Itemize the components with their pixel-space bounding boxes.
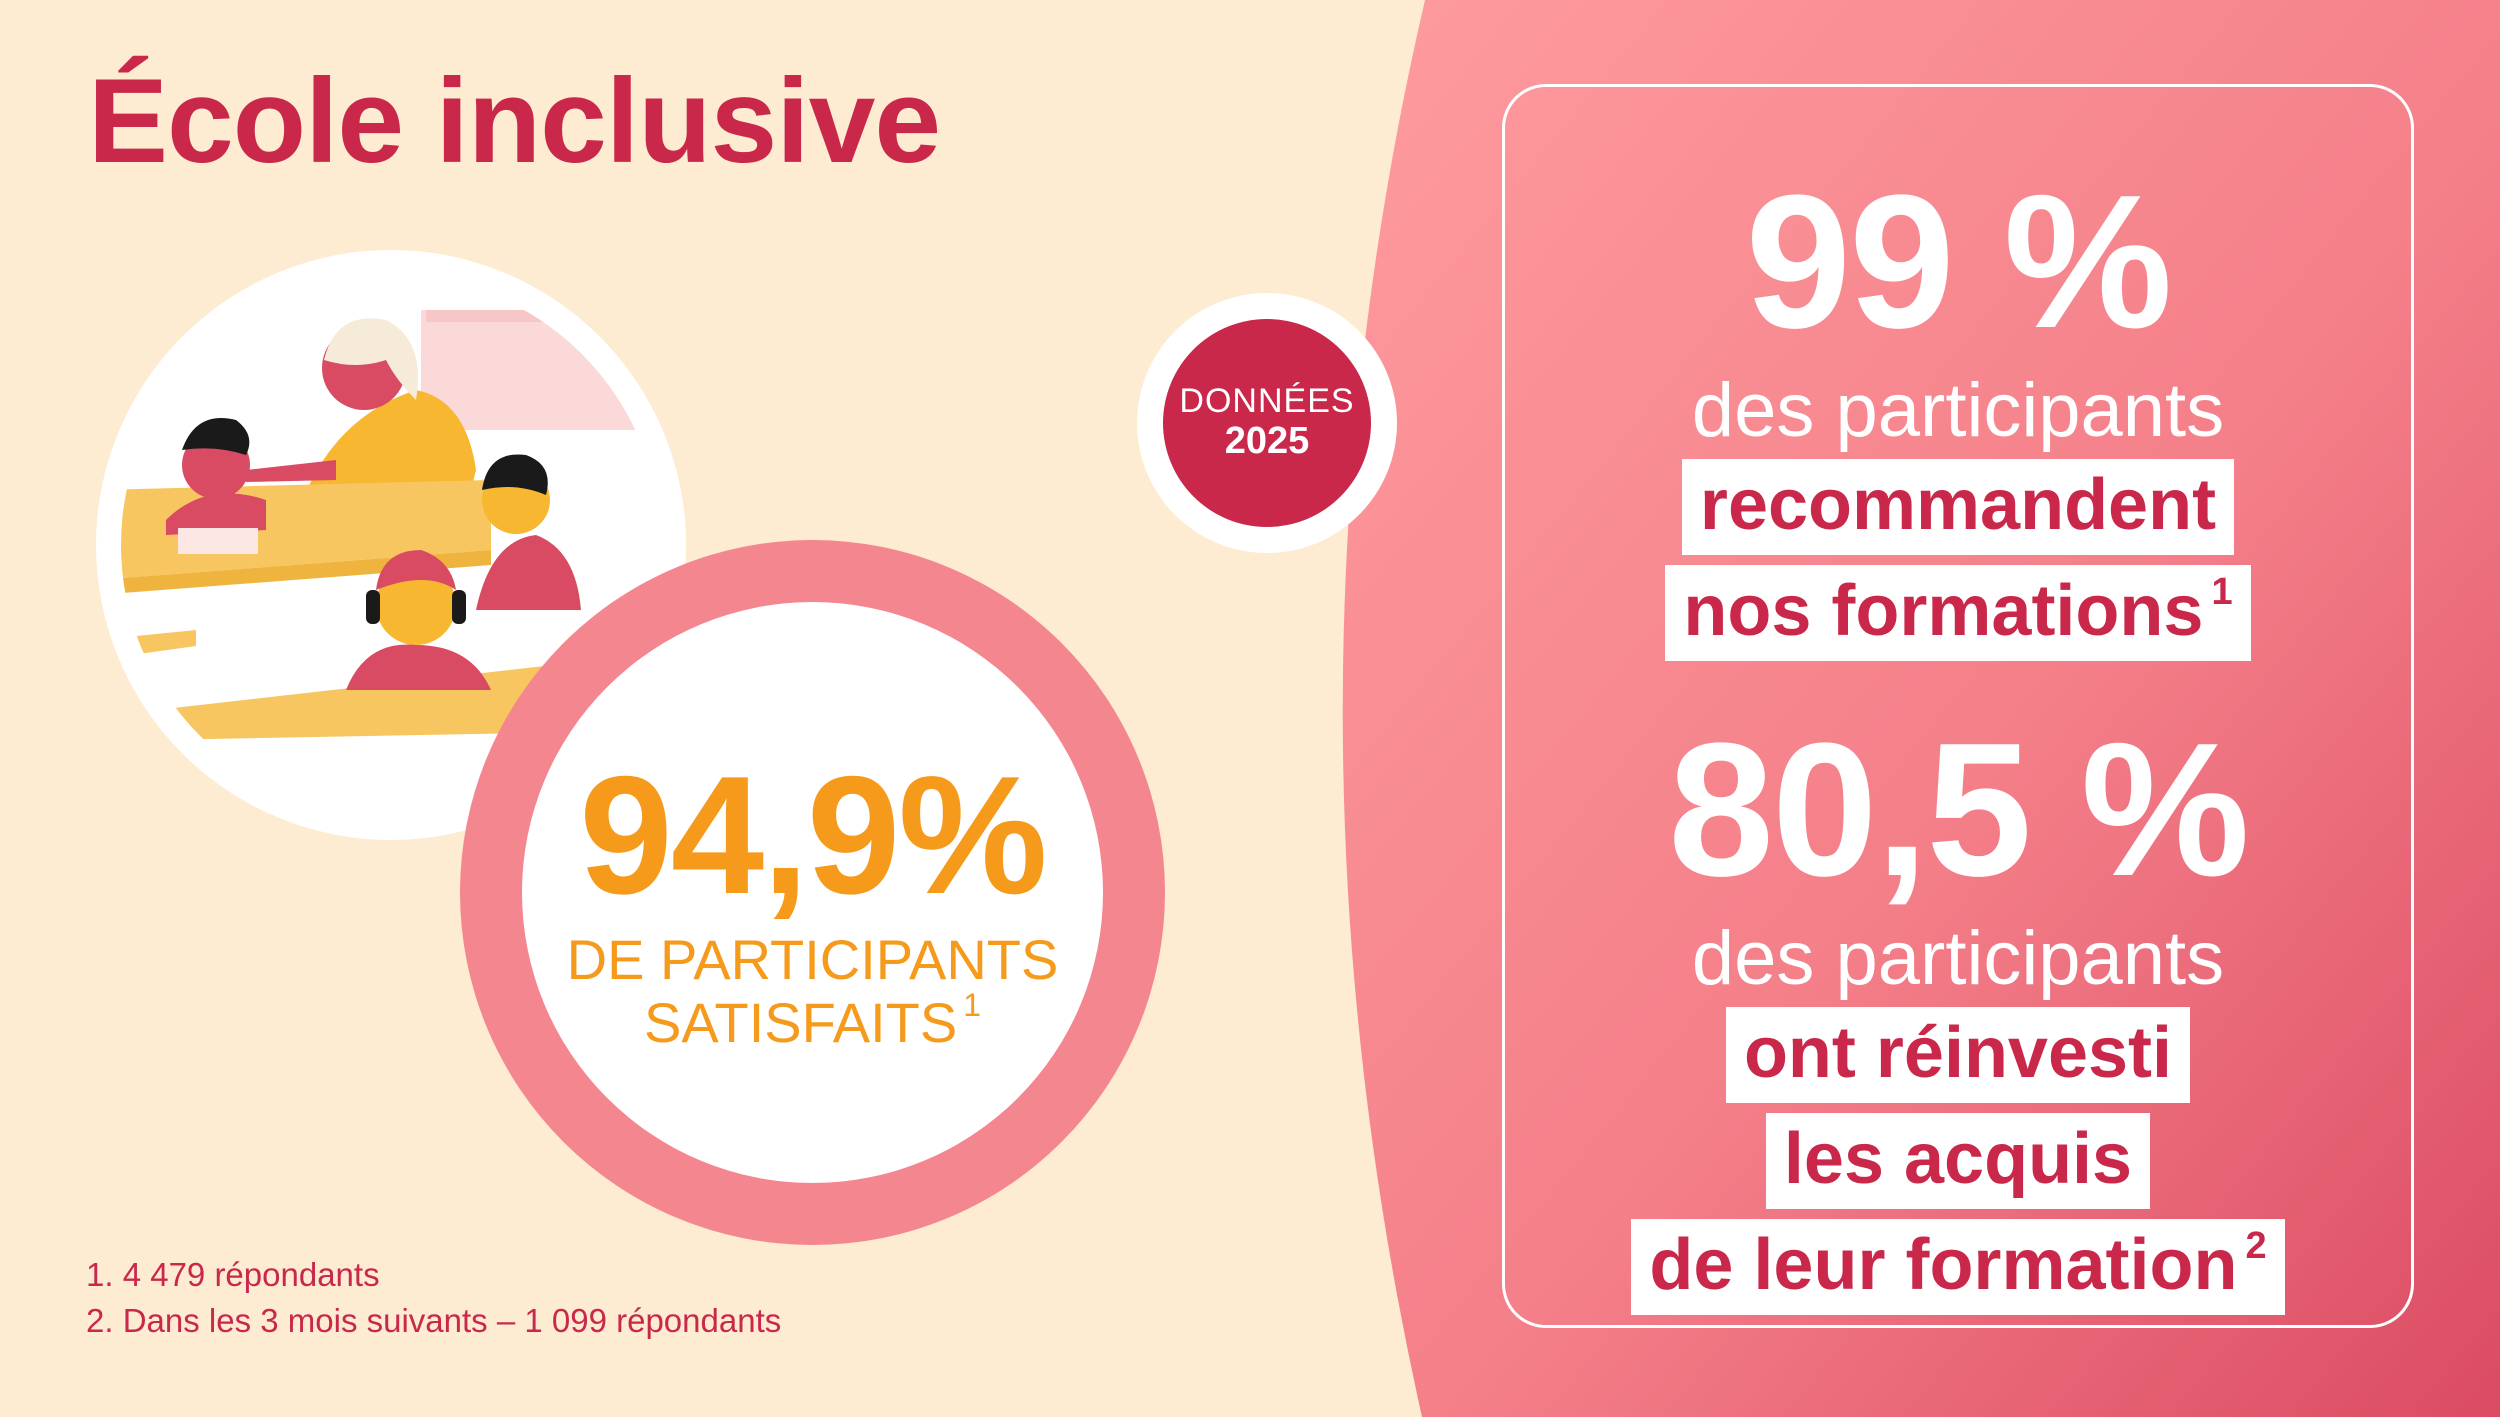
satisfaction-footnote-ref: 1 — [963, 986, 982, 1023]
badge-label: DONNÉES — [1179, 382, 1355, 421]
data-year-badge-inner: DONNÉES 2025 — [1163, 319, 1371, 527]
page-title: École inclusive — [88, 54, 941, 188]
satisfaction-label-line2: SATISFAITS — [643, 990, 958, 1054]
stat-highlight: nos formations 1 — [1665, 565, 2251, 661]
stat-highlight-text: nos formations — [1683, 571, 2204, 651]
footnotes: 1. 4 479 répondants 2. Dans les 3 mois s… — [86, 1252, 781, 1344]
satisfaction-value: 94,9% — [579, 740, 1047, 929]
satisfaction-circle-inner: 94,9% DE PARTICIPANTS SATISFAITS 1 — [522, 602, 1103, 1183]
stats-card: 99 % des participants recommandent nos f… — [1502, 84, 2414, 1328]
stat-text: des participants — [1691, 368, 2225, 453]
stat-highlight: ont réinvesti — [1725, 1007, 2191, 1103]
stat-value: 99 % — [1745, 156, 2172, 368]
footnote-1: 1. 4 479 répondants — [86, 1256, 380, 1293]
footnote-2: 2. Dans les 3 mois suivants – 1 099 répo… — [86, 1302, 782, 1340]
satisfaction-label: DE PARTICIPANTS SATISFAITS 1 — [566, 927, 1059, 1054]
stat-value: 80,5 % — [1668, 704, 2250, 916]
data-year-badge: DONNÉES 2025 — [1137, 293, 1397, 553]
stat-recommend: 99 % des participants recommandent nos f… — [1505, 167, 2411, 661]
badge-year: 2025 — [1224, 419, 1310, 462]
stat-highlight: de leur formation 2 — [1631, 1219, 2285, 1315]
stat-text: des participants — [1691, 916, 2225, 1001]
stat-footnote-ref: 1 — [2211, 571, 2233, 613]
satisfaction-circle: 94,9% DE PARTICIPANTS SATISFAITS 1 — [460, 540, 1165, 1245]
stat-highlight: recommandent — [1681, 459, 2235, 555]
stat-highlight: les acquis — [1765, 1113, 2151, 1209]
satisfaction-label-line1: DE PARTICIPANTS — [566, 927, 1059, 991]
stat-highlight-text: de leur formation — [1649, 1225, 2238, 1305]
stat-reinvest: 80,5 % des participants ont réinvesti le… — [1505, 715, 2411, 1315]
stat-footnote-ref: 2 — [2245, 1225, 2267, 1267]
